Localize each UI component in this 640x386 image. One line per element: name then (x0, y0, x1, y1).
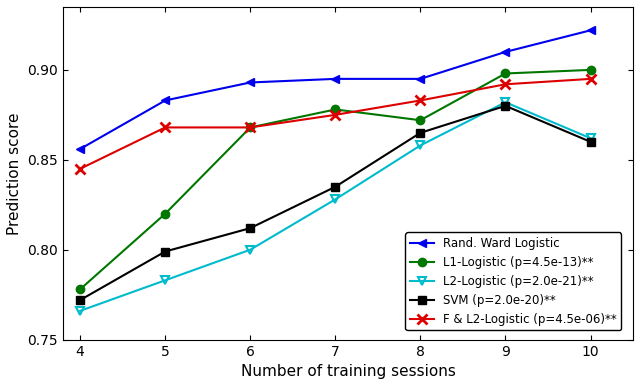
L2-Logistic (p=2.0e-21)** (76, 308, 84, 313)
L1-Logistic (p=4.5e-13)** (502, 71, 509, 76)
SVM (p=2.0e-20)** (587, 139, 595, 144)
L2-Logistic (p=2.0e-21)** (417, 143, 424, 148)
L1-Logistic (p=4.5e-13)** (161, 212, 169, 216)
SVM (p=2.0e-20)** (246, 226, 254, 230)
Line: L1-Logistic (p=4.5e-13)**: L1-Logistic (p=4.5e-13)** (76, 66, 595, 293)
SVM (p=2.0e-20)** (417, 130, 424, 135)
Line: Rand. Ward Logistic: Rand. Ward Logistic (76, 26, 595, 153)
L2-Logistic (p=2.0e-21)** (502, 100, 509, 105)
F & L2-Logistic (p=4.5e-06)** (417, 98, 424, 103)
Rand. Ward Logistic (502, 49, 509, 54)
SVM (p=2.0e-20)** (76, 298, 84, 302)
Rand. Ward Logistic (332, 76, 339, 81)
L2-Logistic (p=2.0e-21)** (332, 197, 339, 201)
Line: SVM (p=2.0e-20)**: SVM (p=2.0e-20)** (76, 102, 595, 304)
F & L2-Logistic (p=4.5e-06)** (502, 82, 509, 86)
Rand. Ward Logistic (161, 98, 169, 103)
Rand. Ward Logistic (246, 80, 254, 85)
Rand. Ward Logistic (417, 76, 424, 81)
L1-Logistic (p=4.5e-13)** (417, 118, 424, 123)
Rand. Ward Logistic (76, 147, 84, 151)
L1-Logistic (p=4.5e-13)** (76, 287, 84, 291)
Line: F & L2-Logistic (p=4.5e-06)**: F & L2-Logistic (p=4.5e-06)** (76, 74, 595, 174)
L2-Logistic (p=2.0e-21)** (587, 136, 595, 141)
L1-Logistic (p=4.5e-13)** (587, 68, 595, 72)
L1-Logistic (p=4.5e-13)** (246, 125, 254, 130)
X-axis label: Number of training sessions: Number of training sessions (241, 364, 456, 379)
F & L2-Logistic (p=4.5e-06)** (161, 125, 169, 130)
Rand. Ward Logistic (587, 28, 595, 33)
F & L2-Logistic (p=4.5e-06)** (332, 113, 339, 117)
F & L2-Logistic (p=4.5e-06)** (587, 76, 595, 81)
Legend: Rand. Ward Logistic, L1-Logistic (p=4.5e-13)**, L2-Logistic (p=2.0e-21)**, SVM (: Rand. Ward Logistic, L1-Logistic (p=4.5e… (405, 232, 621, 330)
SVM (p=2.0e-20)** (502, 103, 509, 108)
SVM (p=2.0e-20)** (332, 185, 339, 189)
F & L2-Logistic (p=4.5e-06)** (76, 166, 84, 171)
SVM (p=2.0e-20)** (161, 249, 169, 254)
Line: L2-Logistic (p=2.0e-21)**: L2-Logistic (p=2.0e-21)** (76, 98, 595, 315)
Y-axis label: Prediction score: Prediction score (7, 112, 22, 235)
L2-Logistic (p=2.0e-21)** (161, 278, 169, 283)
F & L2-Logistic (p=4.5e-06)** (246, 125, 254, 130)
L1-Logistic (p=4.5e-13)** (332, 107, 339, 112)
L2-Logistic (p=2.0e-21)** (246, 247, 254, 252)
